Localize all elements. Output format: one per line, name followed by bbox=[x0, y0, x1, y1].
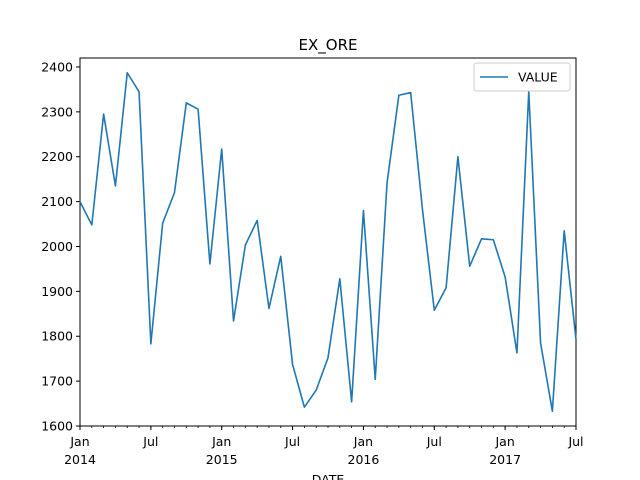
x-tick-label: Jan bbox=[69, 434, 89, 449]
x-tick-label: Jul bbox=[567, 434, 583, 449]
y-tick-label: 2400 bbox=[41, 59, 73, 74]
y-tick-label: 2200 bbox=[41, 149, 73, 164]
series-layer bbox=[79, 72, 577, 412]
x-tick-label: Jul bbox=[284, 434, 300, 449]
x-tick-label: Jul bbox=[142, 434, 158, 449]
x-tick-year-label: 2016 bbox=[348, 452, 380, 467]
x-tick-label: Jan bbox=[495, 434, 515, 449]
chart-title: EX_ORE bbox=[299, 36, 358, 55]
x-tick-year-label: 2017 bbox=[489, 452, 521, 467]
legend-box bbox=[473, 62, 571, 92]
legend-label: VALUE bbox=[518, 70, 558, 85]
legend: VALUE bbox=[473, 62, 571, 92]
series-line-0 bbox=[79, 72, 577, 412]
y-tick-label: 2000 bbox=[41, 239, 73, 254]
x-axis-label: DATE bbox=[312, 472, 345, 480]
x-axis: Jan 2014 Jul Jan 2015 Jul Jan 2016 Jul Jan 2017 Jul bbox=[64, 426, 584, 467]
y-axis: 1600 1700 1800 1900 2000 2100 2200 2300 2400 bbox=[41, 59, 80, 434]
plot-area bbox=[79, 57, 577, 427]
y-tick-label: 1800 bbox=[41, 329, 73, 344]
x-tick-year-label: 2014 bbox=[64, 452, 96, 467]
y-tick-label: 1900 bbox=[41, 284, 73, 299]
x-tick-year-label: 2015 bbox=[206, 452, 238, 467]
x-tick-label: Jan bbox=[211, 434, 231, 449]
y-tick-label: 2100 bbox=[41, 194, 73, 209]
y-tick-label: 1600 bbox=[41, 419, 73, 434]
x-tick-label: Jan bbox=[353, 434, 373, 449]
y-tick-label: 2300 bbox=[41, 104, 73, 119]
x-tick-label: Jul bbox=[426, 434, 442, 449]
y-tick-label: 1700 bbox=[41, 374, 73, 389]
